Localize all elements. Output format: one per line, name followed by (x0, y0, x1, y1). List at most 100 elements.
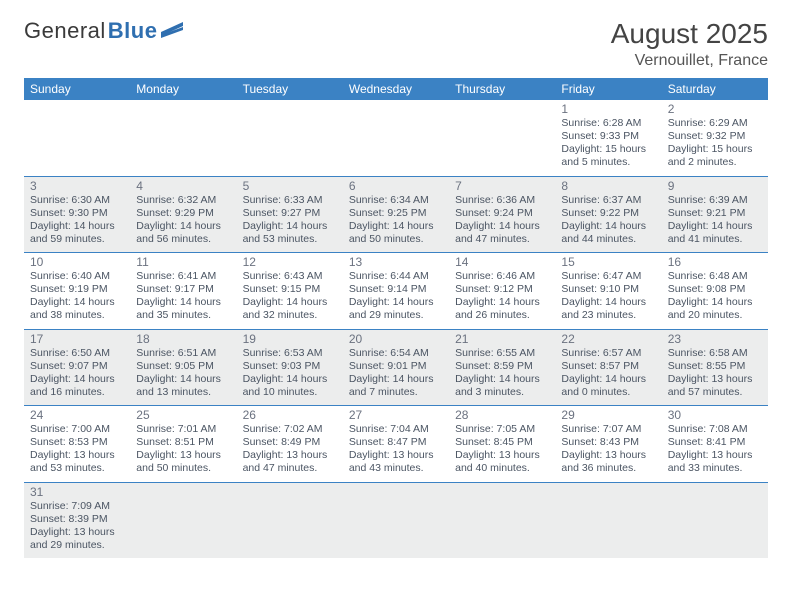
weekday-header: Thursday (449, 78, 555, 100)
weekday-header: Monday (130, 78, 236, 100)
day-number: 3 (30, 179, 124, 193)
day-info: Sunrise: 6:37 AMSunset: 9:22 PMDaylight:… (561, 194, 655, 247)
brand-part1: General (24, 18, 106, 44)
day-number: 13 (349, 255, 443, 269)
empty-cell (343, 100, 449, 176)
day-number: 29 (561, 408, 655, 422)
day-cell: 17Sunrise: 6:50 AMSunset: 9:07 PMDayligh… (24, 329, 130, 406)
day-cell: 18Sunrise: 6:51 AMSunset: 9:05 PMDayligh… (130, 329, 236, 406)
day-number: 30 (668, 408, 762, 422)
day-info: Sunrise: 6:47 AMSunset: 9:10 PMDaylight:… (561, 270, 655, 323)
day-cell: 9Sunrise: 6:39 AMSunset: 9:21 PMDaylight… (662, 176, 768, 253)
day-cell: 2Sunrise: 6:29 AMSunset: 9:32 PMDaylight… (662, 100, 768, 176)
day-number: 24 (30, 408, 124, 422)
calendar-week-row: 17Sunrise: 6:50 AMSunset: 9:07 PMDayligh… (24, 329, 768, 406)
day-info: Sunrise: 6:48 AMSunset: 9:08 PMDaylight:… (668, 270, 762, 323)
day-cell: 31Sunrise: 7:09 AMSunset: 8:39 PMDayligh… (24, 482, 130, 558)
day-cell: 30Sunrise: 7:08 AMSunset: 8:41 PMDayligh… (662, 406, 768, 483)
day-number: 26 (243, 408, 337, 422)
day-number: 2 (668, 102, 762, 116)
day-cell: 22Sunrise: 6:57 AMSunset: 8:57 PMDayligh… (555, 329, 661, 406)
flag-icon (161, 22, 183, 38)
day-number: 11 (136, 255, 230, 269)
day-cell: 16Sunrise: 6:48 AMSunset: 9:08 PMDayligh… (662, 253, 768, 330)
day-info: Sunrise: 6:33 AMSunset: 9:27 PMDaylight:… (243, 194, 337, 247)
empty-cell (237, 482, 343, 558)
day-cell: 1Sunrise: 6:28 AMSunset: 9:33 PMDaylight… (555, 100, 661, 176)
day-info: Sunrise: 6:50 AMSunset: 9:07 PMDaylight:… (30, 347, 124, 400)
day-number: 19 (243, 332, 337, 346)
day-number: 12 (243, 255, 337, 269)
day-info: Sunrise: 7:07 AMSunset: 8:43 PMDaylight:… (561, 423, 655, 476)
day-cell: 15Sunrise: 6:47 AMSunset: 9:10 PMDayligh… (555, 253, 661, 330)
day-cell: 14Sunrise: 6:46 AMSunset: 9:12 PMDayligh… (449, 253, 555, 330)
day-number: 18 (136, 332, 230, 346)
empty-cell (24, 100, 130, 176)
weekday-header: Saturday (662, 78, 768, 100)
weekday-header-row: SundayMondayTuesdayWednesdayThursdayFrid… (24, 78, 768, 100)
calendar-table: SundayMondayTuesdayWednesdayThursdayFrid… (24, 78, 768, 558)
month-title: August 2025 (611, 18, 768, 50)
empty-cell (130, 482, 236, 558)
day-number: 17 (30, 332, 124, 346)
day-cell: 29Sunrise: 7:07 AMSunset: 8:43 PMDayligh… (555, 406, 661, 483)
day-number: 5 (243, 179, 337, 193)
brand-logo: GeneralBlue (24, 18, 183, 44)
day-cell: 13Sunrise: 6:44 AMSunset: 9:14 PMDayligh… (343, 253, 449, 330)
empty-cell (449, 100, 555, 176)
day-cell: 23Sunrise: 6:58 AMSunset: 8:55 PMDayligh… (662, 329, 768, 406)
day-cell: 3Sunrise: 6:30 AMSunset: 9:30 PMDaylight… (24, 176, 130, 253)
calendar-week-row: 31Sunrise: 7:09 AMSunset: 8:39 PMDayligh… (24, 482, 768, 558)
day-info: Sunrise: 6:58 AMSunset: 8:55 PMDaylight:… (668, 347, 762, 400)
day-info: Sunrise: 7:00 AMSunset: 8:53 PMDaylight:… (30, 423, 124, 476)
day-info: Sunrise: 6:57 AMSunset: 8:57 PMDaylight:… (561, 347, 655, 400)
weekday-header: Friday (555, 78, 661, 100)
location: Vernouillet, France (611, 52, 768, 70)
day-info: Sunrise: 6:32 AMSunset: 9:29 PMDaylight:… (136, 194, 230, 247)
day-cell: 24Sunrise: 7:00 AMSunset: 8:53 PMDayligh… (24, 406, 130, 483)
day-number: 31 (30, 485, 124, 499)
day-number: 27 (349, 408, 443, 422)
day-info: Sunrise: 6:39 AMSunset: 9:21 PMDaylight:… (668, 194, 762, 247)
day-cell: 28Sunrise: 7:05 AMSunset: 8:45 PMDayligh… (449, 406, 555, 483)
day-info: Sunrise: 6:28 AMSunset: 9:33 PMDaylight:… (561, 117, 655, 170)
day-info: Sunrise: 7:04 AMSunset: 8:47 PMDaylight:… (349, 423, 443, 476)
calendar-week-row: 10Sunrise: 6:40 AMSunset: 9:19 PMDayligh… (24, 253, 768, 330)
day-info: Sunrise: 6:29 AMSunset: 9:32 PMDaylight:… (668, 117, 762, 170)
day-number: 8 (561, 179, 655, 193)
day-number: 1 (561, 102, 655, 116)
day-info: Sunrise: 7:05 AMSunset: 8:45 PMDaylight:… (455, 423, 549, 476)
day-number: 23 (668, 332, 762, 346)
day-info: Sunrise: 6:30 AMSunset: 9:30 PMDaylight:… (30, 194, 124, 247)
day-cell: 6Sunrise: 6:34 AMSunset: 9:25 PMDaylight… (343, 176, 449, 253)
day-cell: 7Sunrise: 6:36 AMSunset: 9:24 PMDaylight… (449, 176, 555, 253)
day-cell: 4Sunrise: 6:32 AMSunset: 9:29 PMDaylight… (130, 176, 236, 253)
empty-cell (237, 100, 343, 176)
day-number: 10 (30, 255, 124, 269)
calendar-week-row: 1Sunrise: 6:28 AMSunset: 9:33 PMDaylight… (24, 100, 768, 176)
day-cell: 5Sunrise: 6:33 AMSunset: 9:27 PMDaylight… (237, 176, 343, 253)
empty-cell (449, 482, 555, 558)
day-info: Sunrise: 7:02 AMSunset: 8:49 PMDaylight:… (243, 423, 337, 476)
day-info: Sunrise: 6:43 AMSunset: 9:15 PMDaylight:… (243, 270, 337, 323)
empty-cell (343, 482, 449, 558)
day-cell: 26Sunrise: 7:02 AMSunset: 8:49 PMDayligh… (237, 406, 343, 483)
day-info: Sunrise: 6:54 AMSunset: 9:01 PMDaylight:… (349, 347, 443, 400)
day-cell: 10Sunrise: 6:40 AMSunset: 9:19 PMDayligh… (24, 253, 130, 330)
day-info: Sunrise: 6:55 AMSunset: 8:59 PMDaylight:… (455, 347, 549, 400)
day-cell: 8Sunrise: 6:37 AMSunset: 9:22 PMDaylight… (555, 176, 661, 253)
day-cell: 12Sunrise: 6:43 AMSunset: 9:15 PMDayligh… (237, 253, 343, 330)
empty-cell (130, 100, 236, 176)
day-number: 20 (349, 332, 443, 346)
day-info: Sunrise: 6:36 AMSunset: 9:24 PMDaylight:… (455, 194, 549, 247)
day-number: 15 (561, 255, 655, 269)
day-number: 21 (455, 332, 549, 346)
day-number: 28 (455, 408, 549, 422)
day-info: Sunrise: 7:09 AMSunset: 8:39 PMDaylight:… (30, 500, 124, 553)
day-number: 22 (561, 332, 655, 346)
calendar-week-row: 3Sunrise: 6:30 AMSunset: 9:30 PMDaylight… (24, 176, 768, 253)
day-cell: 27Sunrise: 7:04 AMSunset: 8:47 PMDayligh… (343, 406, 449, 483)
day-number: 9 (668, 179, 762, 193)
day-info: Sunrise: 6:40 AMSunset: 9:19 PMDaylight:… (30, 270, 124, 323)
day-info: Sunrise: 6:51 AMSunset: 9:05 PMDaylight:… (136, 347, 230, 400)
